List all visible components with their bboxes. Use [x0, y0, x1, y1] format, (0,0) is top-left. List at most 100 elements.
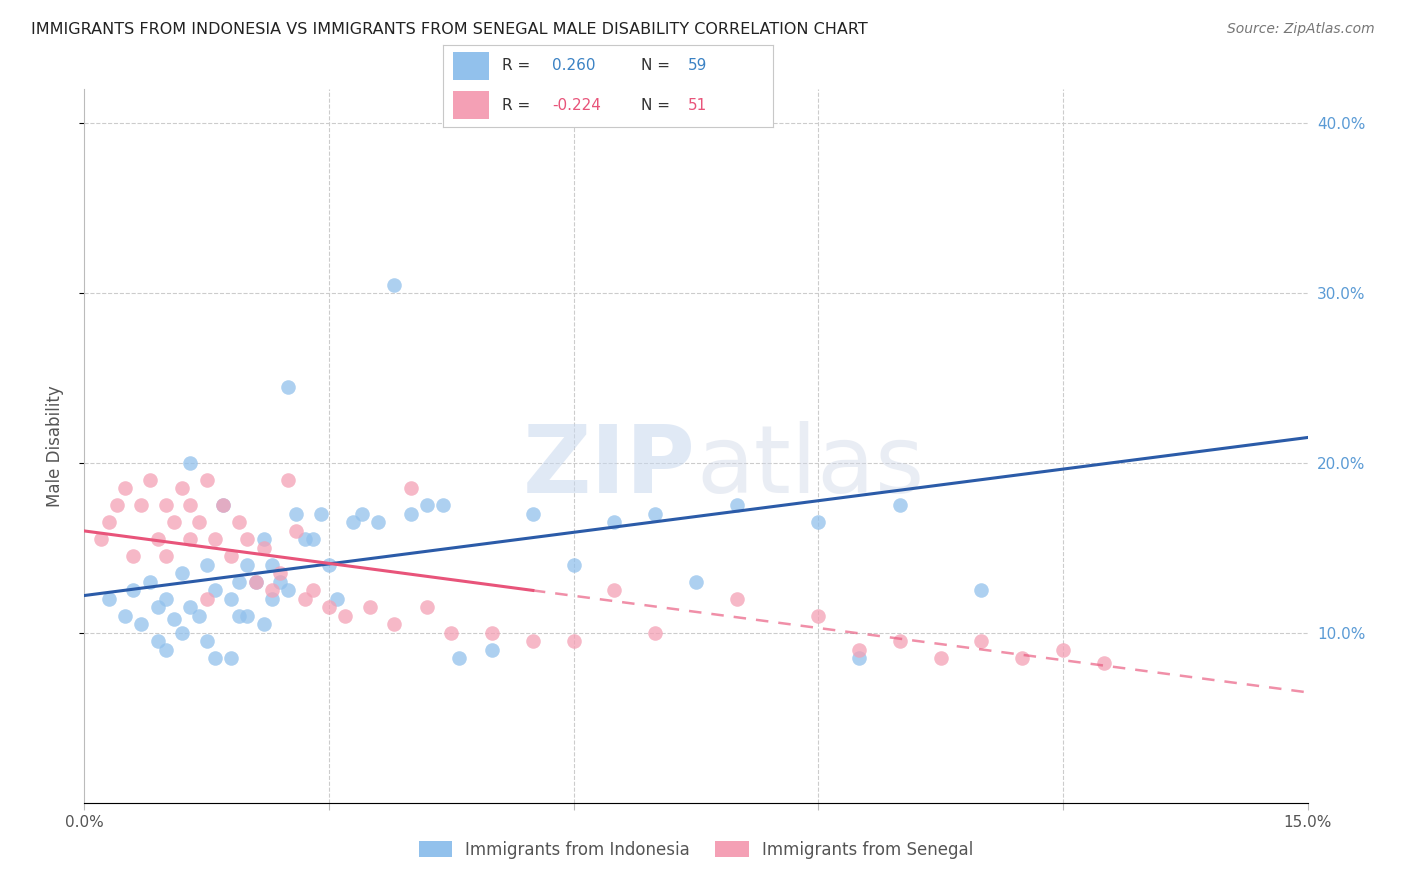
Point [367, 516, 389, 530]
Point [155, 549, 177, 564]
Point [228, 574, 250, 589]
Point [228, 608, 250, 623]
Point [481, 643, 503, 657]
Point [163, 516, 186, 530]
Point [603, 516, 626, 530]
Point [929, 651, 952, 665]
Point [807, 608, 830, 623]
Point [146, 634, 169, 648]
Point [970, 634, 993, 648]
Point [195, 591, 218, 606]
Text: R =: R = [502, 59, 530, 73]
Point [138, 574, 160, 589]
Point [245, 574, 267, 589]
Point [522, 634, 544, 648]
Point [138, 473, 160, 487]
Text: R =: R = [502, 98, 530, 112]
Point [245, 574, 267, 589]
Point [1092, 657, 1115, 671]
Point [481, 626, 503, 640]
Point [260, 583, 283, 598]
Point [179, 533, 201, 547]
Point [277, 379, 299, 393]
Point [301, 583, 323, 598]
Text: Source: ZipAtlas.com: Source: ZipAtlas.com [1227, 22, 1375, 37]
Point [603, 583, 626, 598]
Point [562, 634, 585, 648]
Point [848, 651, 870, 665]
Point [155, 499, 177, 513]
Text: atlas: atlas [696, 421, 924, 514]
Point [253, 541, 276, 555]
Point [269, 574, 291, 589]
Point [155, 643, 177, 657]
Point [449, 651, 471, 665]
Point [294, 533, 316, 547]
Text: 51: 51 [688, 98, 707, 112]
Point [1011, 651, 1033, 665]
Point [122, 583, 145, 598]
Point [97, 516, 120, 530]
Point [179, 499, 201, 513]
Point [399, 507, 422, 521]
Point [253, 533, 276, 547]
Point [522, 507, 544, 521]
Point [260, 558, 283, 572]
Bar [453, 91, 489, 120]
Point [562, 558, 585, 572]
Point [970, 583, 993, 598]
Point [204, 583, 226, 598]
Point [382, 277, 405, 292]
Text: IMMIGRANTS FROM INDONESIA VS IMMIGRANTS FROM SENEGAL MALE DISABILITY CORRELATION: IMMIGRANTS FROM INDONESIA VS IMMIGRANTS … [31, 22, 868, 37]
Point [179, 456, 201, 470]
Point [172, 566, 194, 581]
Point [685, 574, 707, 589]
Point [131, 617, 153, 632]
Point [195, 473, 218, 487]
Point [318, 600, 340, 615]
Point [90, 533, 112, 547]
Point [269, 566, 291, 581]
Point [146, 600, 169, 615]
Point [399, 482, 422, 496]
Legend: Immigrants from Indonesia, Immigrants from Senegal: Immigrants from Indonesia, Immigrants fr… [412, 835, 980, 866]
Point [253, 617, 276, 632]
Point [725, 499, 748, 513]
Point [1052, 643, 1074, 657]
Point [212, 499, 235, 513]
Point [172, 482, 194, 496]
Point [416, 600, 439, 615]
Point [105, 499, 128, 513]
Point [163, 612, 186, 626]
Point [440, 626, 463, 640]
Point [277, 583, 299, 598]
Point [114, 482, 136, 496]
Point [318, 558, 340, 572]
Point [146, 533, 169, 547]
Point [644, 507, 666, 521]
Point [122, 549, 145, 564]
Point [807, 516, 830, 530]
Point [179, 600, 201, 615]
Y-axis label: Male Disability: Male Disability [45, 385, 63, 507]
Point [350, 507, 373, 521]
Point [260, 591, 283, 606]
Point [195, 558, 218, 572]
Point [97, 591, 120, 606]
Point [155, 591, 177, 606]
Bar [453, 52, 489, 80]
Point [114, 608, 136, 623]
Point [204, 533, 226, 547]
Point [228, 516, 250, 530]
Point [277, 473, 299, 487]
Point [236, 558, 259, 572]
Point [889, 499, 911, 513]
Point [301, 533, 323, 547]
Point [359, 600, 381, 615]
Point [285, 507, 308, 521]
Point [195, 634, 218, 648]
Point [212, 499, 235, 513]
Point [187, 516, 209, 530]
Point [219, 591, 242, 606]
Point [285, 524, 308, 538]
